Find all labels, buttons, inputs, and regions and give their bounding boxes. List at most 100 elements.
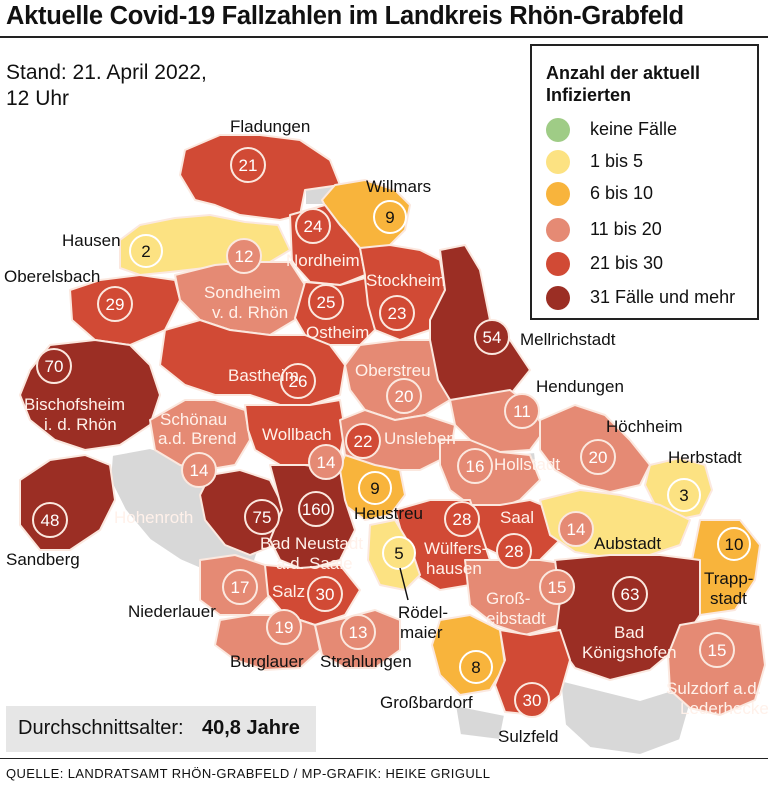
label-koenigshofen-2: Königshofen [582, 643, 677, 662]
label-wuelfershausen-1: Wülfers- [424, 539, 487, 558]
count-value-sandberg: 48 [41, 511, 60, 530]
label-aubstadt: Aubstadt [594, 534, 661, 553]
legend-title-line-1: Anzahl der aktuell [546, 63, 701, 83]
legend-item-1-5: 1 bis 5 [546, 150, 756, 176]
count-circle-wülfershausen [496, 533, 532, 569]
count-value-aubstadt: 14 [567, 520, 586, 539]
count-value-fladungen: 21 [239, 156, 258, 175]
label-sulzdorf-2: Lederhecke [680, 699, 768, 718]
count-circle-aubstadt [558, 511, 594, 547]
legend-title-line-2: Infizierten [546, 85, 632, 105]
label-oberelsbach: Oberelsbach [4, 267, 100, 286]
label-badneustadt-2: a.d. Saale [276, 554, 353, 573]
count-circle-trappstadt [717, 527, 751, 561]
timestamp: Stand: 21. April 2022, 12 Uhr [6, 60, 207, 112]
label-grosseibstadt-2: eibstadt [486, 609, 546, 628]
legend-swatch-none [546, 118, 570, 142]
count-circle-großeibstadt [539, 569, 575, 605]
label-wuelfershausen-2: hausen [426, 559, 482, 578]
timestamp-line-1: Stand: 21. April 2022, [6, 61, 207, 84]
count-circle-hendungen [504, 393, 540, 429]
count-circle-fladungen [230, 147, 266, 183]
count-value-bastheim: 26 [289, 372, 308, 391]
count-value-bad-neustadt-a-d-saale: 160 [302, 500, 330, 519]
count-circle-ostheim [308, 284, 344, 320]
count-circle-niederlauer [222, 569, 258, 605]
label-roedelmaier-2: maier [400, 623, 443, 642]
count-circle-hollstadt [457, 448, 493, 484]
count-circle-schönau-a-d-brend [181, 452, 217, 488]
label-salz: Salz [272, 582, 305, 601]
count-value-bischofsheim-i-d-rhön: 70 [45, 357, 64, 376]
label-wollbach: Wollbach [262, 425, 332, 444]
label-saal: Saal [500, 508, 534, 527]
legend-swatch-21-30 [546, 252, 570, 276]
footer-divider [0, 758, 768, 759]
label-oberstreu: Oberstreu [355, 361, 431, 380]
count-value-unsleben: 22 [354, 432, 373, 451]
label-hollstadt: Hollstadt [494, 455, 560, 474]
count-value-trappstadt: 10 [725, 535, 744, 554]
count-circle-strahlungen [340, 614, 376, 650]
count-circle-burglauer [266, 609, 302, 645]
count-circle-sandberg [32, 502, 68, 538]
label-sulzfeld: Sulzfeld [498, 727, 558, 746]
label-badneustadt-1: Bad Neustadt [260, 534, 363, 553]
label-heustreu: Heustreu [354, 504, 423, 523]
label-unsleben: Unsleben [384, 429, 456, 448]
label-stockheim: Stockheim [366, 271, 445, 290]
label-koenigshofen-1: Bad [614, 623, 644, 642]
count-value-rödelmaier: 5 [394, 544, 403, 563]
label-willmars: Willmars [366, 177, 431, 196]
average-age-value: 40,8 Jahre [202, 717, 300, 739]
count-circle-stockheim [379, 295, 415, 331]
label-ostheim: Ostheim [306, 323, 369, 342]
count-value-salz: 30 [316, 585, 335, 604]
count-circle-nordheim [295, 208, 331, 244]
count-value-heustreu: 9 [370, 479, 379, 498]
label-nordheim: Nordheim [286, 251, 360, 270]
count-value-niederlauer: 17 [231, 578, 250, 597]
count-value-bad-königshofen: 63 [621, 585, 640, 604]
label-herbstadt: Herbstadt [668, 448, 742, 467]
count-circle-rödelmaier [382, 536, 416, 570]
count-circle-unsleben [345, 423, 381, 459]
count-value-wollbach: 14 [317, 453, 336, 472]
count-circle-bad-königshofen [612, 576, 648, 612]
average-age-label: Durchschnittsalter: [18, 717, 184, 739]
count-circle-herbstadt [667, 478, 701, 512]
count-value-willmars: 9 [385, 208, 394, 227]
count-value-stockheim: 23 [388, 304, 407, 323]
label-schoenau-1: Schönau [160, 410, 227, 429]
title-divider [0, 36, 768, 38]
label-burglauer: Burglauer [230, 652, 304, 671]
label-strahlungen: Strahlungen [320, 652, 412, 671]
count-value-strahlungen: 13 [349, 623, 368, 642]
count-value-sondheim-v-d-rhön: 12 [235, 247, 254, 266]
timestamp-line-2: 12 Uhr [6, 87, 70, 110]
place-labels: Fladungen Willmars Hausen Oberelsbach No… [4, 117, 768, 746]
legend-item-none: keine Fälle [546, 118, 756, 144]
count-value-hendungen: 11 [513, 402, 531, 421]
count-value-höchheim: 20 [589, 448, 608, 467]
count-value-großeibstadt: 15 [548, 578, 567, 597]
count-circle-bastheim [280, 363, 316, 399]
source-credit: QUELLE: LANDRATSAMT RHÖN-GRABFELD / MP-G… [6, 766, 491, 781]
legend-swatch-1-5 [546, 150, 570, 174]
legend-label-31-plus: 31 Fälle und mehr [590, 287, 736, 307]
label-sulzdorf-1: Sulzdorf a.d. [666, 679, 761, 698]
count-circle-höchheim [580, 439, 616, 475]
count-value-großbardorf: 8 [471, 658, 480, 677]
legend-item-31-plus: 31 Fälle und mehr [546, 286, 756, 312]
count-circle-salz [307, 576, 343, 612]
label-sandberg: Sandberg [6, 550, 80, 569]
count-value-saal: 28 [453, 510, 472, 529]
count-value-mellrichstadt: 54 [483, 328, 502, 347]
label-grosseibstadt-1: Groß- [486, 589, 530, 608]
region-schoenau [149, 399, 251, 471]
label-sondheim-2: v. d. Rhön [212, 303, 288, 322]
legend-label-6-10: 6 bis 10 [590, 183, 654, 203]
count-circle-oberstreu [386, 378, 422, 414]
count-circle-willmars [373, 200, 407, 234]
